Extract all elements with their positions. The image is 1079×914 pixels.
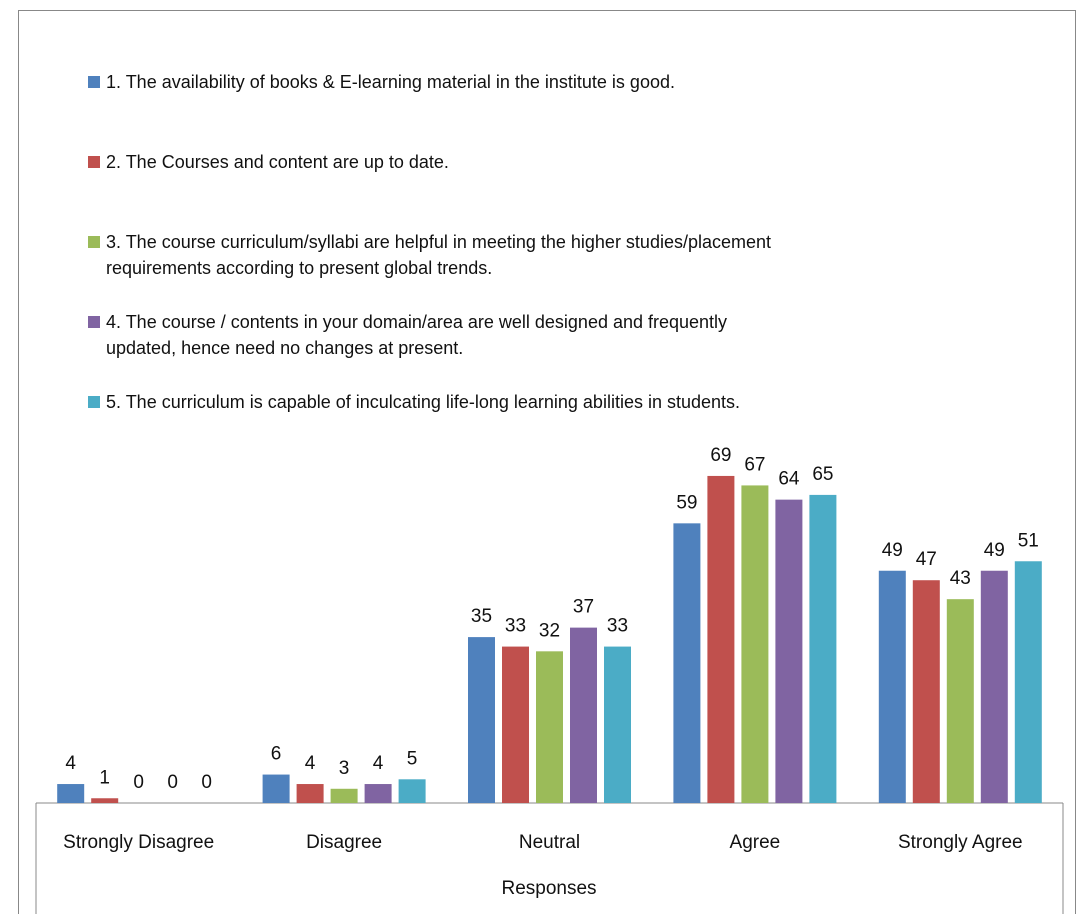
bar [946,599,974,803]
bar [741,485,769,803]
bar [878,570,906,803]
x-tick-label: Strongly Agree [898,832,1023,853]
bar [707,475,735,803]
x-tick-label: Strongly Disagree [63,832,214,853]
legend-entry: 5. The curriculum is capable of inculcat… [88,389,988,415]
data-label: 65 [812,464,833,485]
x-axis-label: Responses [501,878,596,899]
data-label: 33 [607,616,628,637]
legend-label: 1. The availability of books & E-learnin… [106,72,675,92]
bar [775,499,803,803]
chart-frame [18,10,1076,914]
bar [912,580,940,803]
data-label: 64 [778,469,800,490]
x-tick-label: Disagree [306,832,382,853]
bar [262,774,290,803]
data-label: 51 [1018,530,1039,551]
bar [570,627,597,803]
legend-swatch [88,76,100,88]
data-label: 4 [65,753,76,774]
data-label: 47 [916,549,937,570]
legend-label: 5. The curriculum is capable of inculcat… [106,392,741,412]
x-tick-label: Agree [730,832,781,853]
data-label: 5 [407,748,418,769]
bar [296,784,324,803]
bar [673,523,701,803]
data-label: 59 [676,492,697,513]
data-label: 35 [471,606,492,627]
data-label: 0 [201,772,212,793]
bar [980,570,1008,803]
data-label: 0 [167,772,178,793]
legend-entry: 4. The course / contents in your domain/… [88,309,798,361]
data-label: 32 [539,620,560,641]
legend-swatch [88,396,100,408]
data-label: 49 [984,540,1005,561]
data-label: 4 [373,753,384,774]
legend-swatch [88,156,100,168]
bar [604,646,631,803]
bar [57,784,85,803]
bar [536,651,563,803]
legend-swatch [88,236,100,248]
bar [398,779,426,803]
bar [91,798,119,803]
legend-entry: 1. The availability of books & E-learnin… [88,69,988,95]
bar [809,494,837,803]
bar [1014,561,1042,803]
data-label: 3 [339,758,350,779]
data-label: 49 [882,540,903,561]
data-label: 43 [950,568,971,589]
bar [330,788,358,803]
legend-label: 3. The course curriculum/syllabi are hel… [106,232,772,278]
legend-swatch [88,316,100,328]
bar [468,637,495,803]
x-tick-label: Neutral [519,832,580,853]
legend-label: 2. The Courses and content are up to dat… [106,152,449,172]
legend-entry: 2. The Courses and content are up to dat… [88,149,988,175]
data-label: 69 [710,445,731,466]
data-label: 1 [99,767,110,788]
data-label: 6 [271,744,282,765]
legend-entry: 3. The course curriculum/syllabi are hel… [88,229,878,281]
data-label: 0 [133,772,144,793]
data-label: 67 [744,454,765,475]
data-label: 33 [505,616,526,637]
data-label: 4 [305,753,316,774]
bar [502,646,529,803]
data-label: 37 [573,597,594,618]
legend-label: 4. The course / contents in your domain/… [106,312,728,358]
bar [364,784,392,803]
